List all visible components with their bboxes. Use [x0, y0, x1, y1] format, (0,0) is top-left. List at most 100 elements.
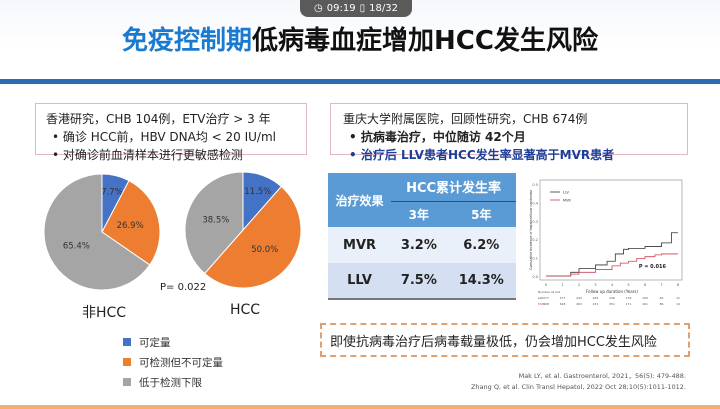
x-tick-label: 4 — [611, 283, 614, 287]
at-risk-count: 60 — [660, 296, 664, 300]
cell: 14.3% — [446, 263, 516, 300]
pie-legend: 可定量 可检测但不可定量 低于检测下限 — [123, 332, 223, 392]
page-icon: ▯ — [359, 3, 366, 14]
y-tick-label: 0.1 — [532, 257, 538, 261]
p-value: P= 0.022 — [160, 282, 207, 293]
title-rest: 低病毒血症增加HCC发生风险 — [252, 26, 598, 56]
bullet: 确诊 HCC前，HBV DNA均 < 20 IU/ml — [46, 128, 296, 146]
header-cell: 5年 — [446, 201, 516, 227]
header-cell: 3年 — [391, 201, 447, 227]
legend-item: 低于检测下限 — [123, 372, 223, 392]
pie-data-label: 65.4% — [63, 241, 90, 251]
title-highlight: 免疫控制期 — [122, 26, 253, 56]
risk-row-label: MVR — [538, 302, 545, 306]
pie-slice — [101, 179, 161, 266]
legend-swatch — [123, 378, 131, 386]
at-risk-count: 150 — [642, 296, 648, 300]
clock-icon: ◷ — [314, 3, 323, 14]
at-risk-count: 205 — [593, 296, 599, 300]
y-tick-label: 0.2 — [532, 238, 538, 242]
x-tick-label: 6 — [644, 283, 646, 287]
at-risk-count: 498 — [543, 302, 549, 306]
pie-data-label: 26.9% — [117, 221, 144, 231]
at-risk-count: 246 — [609, 296, 615, 300]
time-text: 09:19 — [326, 3, 356, 14]
legend-label: 可定量 — [139, 336, 171, 349]
pie-slice — [184, 171, 244, 275]
x-tick-label: 2 — [578, 283, 580, 287]
at-risk-count: 463 — [576, 302, 582, 306]
x-tick-label: 8 — [677, 283, 679, 287]
table-row: MVR 3.2% 6.2% — [328, 227, 516, 263]
y-tick-label: 0.0 — [532, 275, 538, 279]
header-cell: 治疗效果 — [328, 173, 392, 227]
at-risk-count: 14 — [676, 302, 680, 306]
at-risk-count: 171 — [626, 302, 632, 306]
km-line-mvr — [546, 253, 678, 277]
at-risk-count: 431 — [593, 302, 599, 306]
conclusion-box: 即使抗病毒治疗后病毒载量极低，仍会增加HCC发生风险 — [320, 323, 690, 357]
at-risk-count: 351 — [609, 302, 615, 306]
legend-label: 低于检测下限 — [139, 376, 202, 389]
box-heading: 重庆大学附属医院，回顾性研究，CHB 674例 — [343, 112, 588, 126]
hk-study-box: 香港研究，CHB 104例，ETV治疗 > 3 年 确诊 HCC前，HBV DN… — [35, 103, 307, 162]
header-cell: HCC累计发生率 — [391, 173, 516, 202]
cell: 6.2% — [446, 227, 516, 263]
pie-title-non-hcc: 非HCC — [82, 305, 127, 321]
conclusion-text: 即使抗病毒治疗后病毒载量极低，仍会增加HCC发生风险 — [330, 334, 657, 350]
legend-swatch — [123, 338, 131, 346]
cell: 3.2% — [391, 227, 447, 263]
slide-title: 免疫控制期低病毒血症增加HCC发生风险 — [0, 20, 720, 57]
x-axis-label: Follow up duration (Years) — [586, 289, 638, 294]
cell: 7.5% — [391, 263, 447, 300]
y-axis-label: Cumulative incidence of hepatocellular c… — [529, 190, 533, 270]
legend-label: 可检测但不可定量 — [139, 356, 223, 369]
reference: Mak LY, et al. Gastroenterol, 2021，56(5)… — [518, 372, 686, 380]
at-risk-count: 86 — [660, 302, 664, 306]
pie-data-label: 50.0% — [251, 245, 278, 255]
bullet: 对确诊前血清样本进行更敏感检测 — [46, 146, 296, 164]
x-tick-label: 3 — [594, 283, 596, 287]
table-row: LLV 7.5% 14.3% — [328, 263, 516, 300]
x-tick-label: 7 — [660, 283, 662, 287]
x-tick-label: 5 — [627, 283, 629, 287]
at-risk-count: 243 — [576, 296, 582, 300]
page-counter: 18/32 — [369, 3, 398, 14]
legend-label: MVR — [563, 199, 571, 203]
legend-item: 可检测但不可定量 — [123, 352, 223, 372]
pie-data-label: 38.5% — [202, 216, 229, 226]
at-risk-count: 277 — [560, 296, 566, 300]
x-tick-label: 0 — [545, 283, 547, 287]
km-p-value: P = 0.016 — [639, 264, 667, 270]
cell: LLV — [328, 263, 392, 300]
legend-label: LLV — [563, 191, 570, 195]
at-risk-count: 277 — [543, 296, 549, 300]
box-heading: 香港研究，CHB 104例，ETV治疗 > 3 年 — [46, 112, 271, 126]
bullet: 治疗后 LLV患者HCC发生率显著高于MVR患者 — [343, 146, 677, 164]
pie-title-hcc: HCC — [230, 302, 261, 318]
pie-slice — [203, 185, 302, 289]
km-line-llv — [546, 232, 678, 277]
risk-row-label: LLV — [538, 296, 544, 300]
x-tick-label: 1 — [561, 283, 563, 287]
cell: MVR — [328, 227, 392, 263]
y-tick-label: 0.5 — [532, 183, 538, 187]
y-tick-label: 0.4 — [532, 201, 538, 205]
y-tick-label: 0.3 — [532, 220, 538, 224]
pie-charts: 7.7% 26.9% 65.4% 11.5% 50.0% 38.5% — [43, 171, 302, 291]
at-risk-count: 161 — [642, 302, 648, 306]
player-status-badge: ◷ 09:19 ▯ 18/32 — [300, 0, 412, 17]
km-curve-chart: 0.0 0.1 0.2 0.3 0.4 0.5 0 1 2 3 4 5 6 7 8 Follow up dur… — [529, 179, 683, 306]
hcc-incidence-table: 治疗效果 HCC累计发生率 3年 5年 MVR 3.2% 6.2% LLV 7.5% 14.… — [328, 173, 516, 300]
at-risk-count: 498 — [560, 302, 566, 306]
reference: Zhang Q, et al. Clin Transl Hepatol, 202… — [470, 383, 686, 391]
references: Mak LY, et al. Gastroenterol, 2021，56(5)… — [471, 371, 686, 393]
bullet: 抗病毒治疗，中位随访 42个月 — [343, 128, 677, 146]
at-risk-count: 176 — [626, 296, 632, 300]
pie-slice — [43, 173, 151, 291]
cq-study-box: 重庆大学附属医院，回顾性研究，CHB 674例 抗病毒治疗，中位随访 42个月 … — [330, 103, 688, 162]
at-risk-count: 11 — [676, 296, 680, 300]
risk-table-label: Number at risk — [538, 290, 561, 294]
legend-item: 可定量 — [123, 332, 223, 352]
legend-swatch — [123, 358, 131, 366]
